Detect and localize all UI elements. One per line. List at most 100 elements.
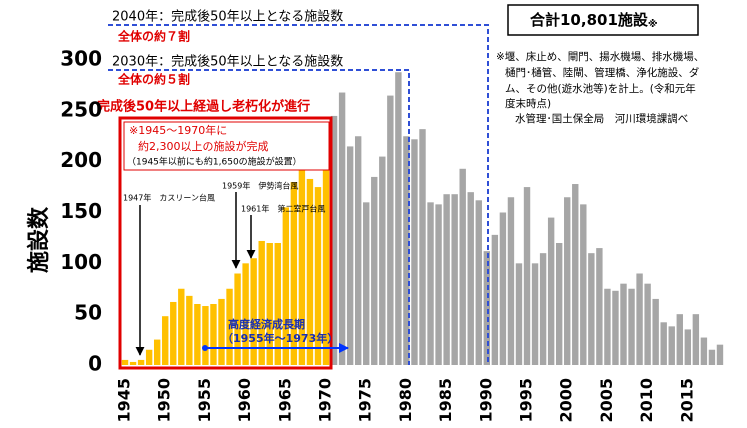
bar xyxy=(483,251,491,365)
x-tick-label: 2000 xyxy=(557,378,576,423)
x-tick-label: 1985 xyxy=(436,378,455,423)
bars xyxy=(121,72,724,366)
annotation: （1945年以前にも約1,650の施設が設置） xyxy=(127,156,302,168)
bar xyxy=(266,243,273,365)
bar xyxy=(612,290,619,365)
bar xyxy=(298,166,306,365)
bar xyxy=(491,234,499,365)
bar xyxy=(692,314,700,365)
bar xyxy=(652,298,659,365)
x-tick-label: 1950 xyxy=(155,378,174,423)
bar xyxy=(403,136,410,365)
annotation: 1961年 第二室戸台風 xyxy=(241,204,325,214)
x-tick-label: 1990 xyxy=(476,378,495,423)
y-tick-label: 300 xyxy=(60,47,102,71)
total-mark: ※ xyxy=(648,18,658,30)
bar xyxy=(636,273,643,365)
y-tick-label: 0 xyxy=(88,352,102,376)
bar xyxy=(419,129,426,365)
bar xyxy=(588,253,595,365)
bar xyxy=(443,194,450,365)
x-tick-label: 2010 xyxy=(637,378,656,423)
bar xyxy=(507,197,515,365)
annotation: 高度経済成長期 xyxy=(228,317,305,331)
bar xyxy=(354,136,362,365)
bar xyxy=(202,306,209,365)
bar xyxy=(716,344,724,365)
bar xyxy=(572,184,579,365)
bar xyxy=(531,263,539,365)
y-tick-label: 150 xyxy=(60,199,102,223)
bar xyxy=(282,207,290,365)
x-tick-label: 1995 xyxy=(517,378,536,423)
note-box xyxy=(123,121,330,171)
bar xyxy=(604,288,611,365)
x-tick-label: 1955 xyxy=(195,378,214,423)
bar xyxy=(620,283,627,365)
bar xyxy=(218,298,225,365)
bar xyxy=(129,361,137,365)
bar xyxy=(121,359,129,365)
bar xyxy=(210,304,217,365)
total: 合計10,801施設※ xyxy=(529,11,658,31)
bar xyxy=(499,212,507,365)
bar xyxy=(250,258,257,365)
annotation: 約2,300以上の施設が完成 xyxy=(138,139,269,153)
bar xyxy=(306,178,314,365)
bar xyxy=(596,248,603,365)
bar xyxy=(451,194,458,365)
bar xyxy=(515,263,523,365)
annotation: 完成後50年以上経過し老朽化が進行 xyxy=(97,99,310,115)
bar xyxy=(346,146,354,365)
bar xyxy=(338,92,346,366)
bar xyxy=(330,115,338,366)
bar xyxy=(700,337,708,365)
y-axis-label: 施設数 xyxy=(26,206,52,273)
bar xyxy=(427,202,434,365)
y-tick-label: 100 xyxy=(60,250,102,274)
bar xyxy=(547,217,555,365)
note: 水管理･国土保全局 河川環境課調べ xyxy=(515,112,688,125)
bar xyxy=(371,176,378,365)
annotation: 全体の約５割 xyxy=(117,72,190,87)
bar xyxy=(539,253,547,365)
bar xyxy=(186,295,193,365)
annotation: （1955年～1973年） xyxy=(222,331,338,345)
bar xyxy=(162,316,169,365)
annotation: 2030年：完成後50年以上となる施設数 xyxy=(112,54,343,70)
bar xyxy=(708,349,716,365)
note: ※堰、床止め、閘門、揚水機場、排水機場、 xyxy=(496,50,704,63)
bar xyxy=(226,288,233,365)
bar xyxy=(145,349,153,365)
bar xyxy=(628,288,635,365)
bar xyxy=(322,166,330,365)
total-box xyxy=(507,4,699,36)
bar xyxy=(580,204,587,365)
bar xyxy=(475,200,482,365)
y-tick-label: 50 xyxy=(74,301,102,325)
bar xyxy=(290,182,298,365)
bar xyxy=(668,326,675,365)
note: 樋門･樋管、陸閘、管理橋、浄化施設、ダ xyxy=(505,66,700,79)
bar xyxy=(178,288,185,365)
x-tick-label: 1970 xyxy=(316,378,335,423)
x-tick-label: 1945 xyxy=(115,378,134,423)
bar xyxy=(523,187,531,365)
note: ム、その他(遊水池等)を計上。(令和元年 xyxy=(505,82,696,95)
bar xyxy=(258,240,265,365)
bar xyxy=(467,192,474,365)
bar xyxy=(555,243,563,365)
annotation: 2040年：完成後50年以上となる施設数 xyxy=(112,9,343,25)
x-tick-label: 2005 xyxy=(597,378,616,423)
total-text: 合計10,801施設 xyxy=(529,11,649,29)
annotation: 全体の約７割 xyxy=(117,29,190,44)
bar xyxy=(435,204,442,365)
x-tick-label: 1965 xyxy=(275,378,294,423)
bar xyxy=(274,243,281,365)
x-tick-label: 1980 xyxy=(396,378,415,423)
y-tick-label: 200 xyxy=(60,148,102,172)
note: 度末時点) xyxy=(505,97,551,110)
bar xyxy=(379,156,386,365)
x-tick-label: 1975 xyxy=(356,378,375,423)
